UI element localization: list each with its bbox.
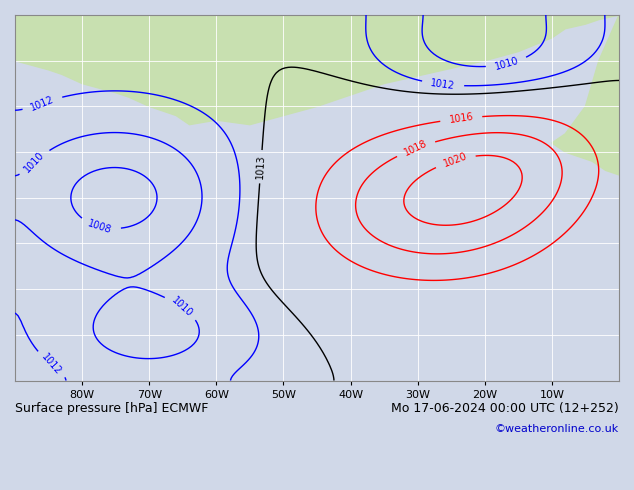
Text: Surface pressure [hPa] ECMWF: Surface pressure [hPa] ECMWF	[15, 402, 209, 416]
Text: 1012: 1012	[39, 352, 63, 377]
Polygon shape	[15, 15, 619, 124]
Text: 1018: 1018	[403, 139, 429, 158]
Text: 1012: 1012	[430, 78, 456, 91]
Text: 1012: 1012	[29, 94, 56, 112]
Text: 1010: 1010	[22, 150, 46, 174]
Text: Mo 17-06-2024 00:00 UTC (12+252): Mo 17-06-2024 00:00 UTC (12+252)	[391, 402, 619, 416]
Text: ©weatheronline.co.uk: ©weatheronline.co.uk	[495, 424, 619, 435]
Polygon shape	[552, 15, 619, 175]
Text: 1008: 1008	[87, 218, 113, 235]
Text: 1013: 1013	[255, 154, 266, 179]
Text: 1016: 1016	[448, 112, 474, 125]
Text: 1010: 1010	[169, 295, 195, 319]
Text: 1020: 1020	[442, 151, 469, 169]
Text: 1010: 1010	[493, 56, 520, 72]
